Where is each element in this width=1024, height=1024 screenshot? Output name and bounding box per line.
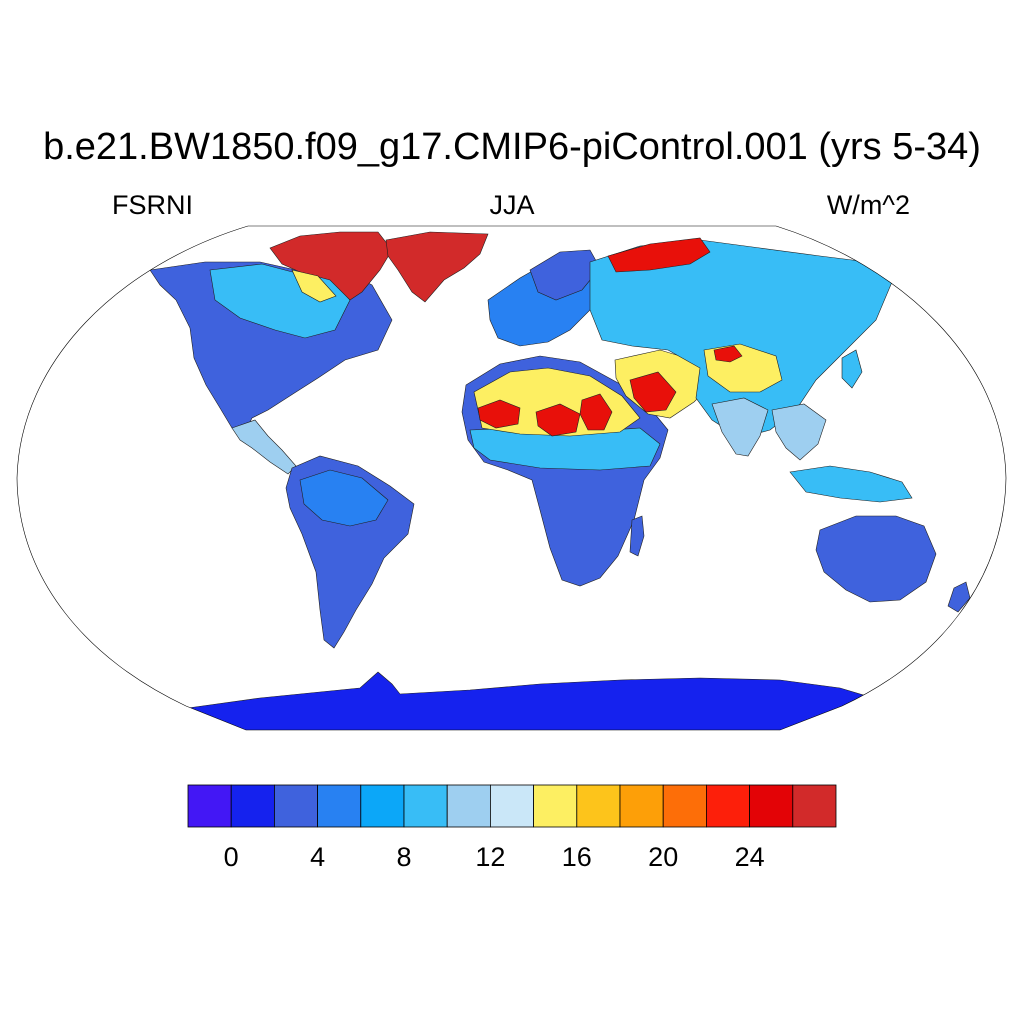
- colorbar-box: [792, 784, 837, 828]
- land-southeast-asia: [771, 403, 827, 461]
- colorbar-tick-labels: 0 4 8 12 16 20 24: [224, 842, 765, 872]
- land-greenland: [385, 231, 489, 303]
- variable-label: FSRNI: [112, 190, 193, 220]
- land-india: [711, 397, 769, 457]
- colorbar-tick-label: 0: [224, 842, 239, 872]
- colorbar-box: [576, 784, 621, 828]
- colorbar-tick-label: 8: [396, 842, 411, 872]
- map-outline: [16, 225, 1007, 731]
- land-sahara-red-east: [579, 393, 613, 431]
- land-sahara-red-west: [477, 399, 521, 429]
- land-madagascar: [629, 515, 645, 557]
- season-label: JJA: [489, 190, 535, 220]
- land-indonesia: [789, 465, 913, 503]
- plot-title: b.e21.BW1850.f09_g17.CMIP6-piControl.001…: [43, 126, 981, 168]
- colorbar-tick-label: 16: [562, 842, 592, 872]
- colorbar-tick-label: 12: [475, 842, 505, 872]
- land-sahara-red-central: [535, 403, 581, 437]
- map-land-layer: [119, 231, 971, 730]
- land-arabia-red: [629, 371, 677, 413]
- land-siberia-red: [607, 237, 711, 273]
- colorbar-box: [403, 784, 448, 828]
- colorbar-box: [273, 784, 318, 828]
- land-arctic-archipelago: [269, 231, 393, 301]
- colorbar-box: [662, 784, 707, 828]
- colorbar-box: [446, 784, 491, 828]
- colorbar-boxes: [187, 784, 837, 828]
- land-japan: [841, 349, 863, 389]
- colorbar-box: [489, 784, 534, 828]
- land-antarctica: [119, 671, 901, 730]
- colorbar-box: [619, 784, 664, 828]
- land-hudson-strait: [291, 269, 337, 303]
- colorbar-tick-label: 20: [648, 842, 678, 872]
- land-australia: [815, 515, 937, 603]
- colorbar-box: [230, 784, 275, 828]
- colorbar-box: [317, 784, 362, 828]
- land-new-zealand: [947, 581, 971, 613]
- colorbar-tick-label: 24: [735, 842, 765, 872]
- units-label: W/m^2: [826, 190, 910, 220]
- colorbar-box: [706, 784, 751, 828]
- land-central-asia-red: [713, 345, 743, 363]
- colorbar-box: [533, 784, 578, 828]
- land-south-america-blue: [299, 469, 389, 527]
- colorbar-box: [360, 784, 405, 828]
- colorbar-tick-label: 4: [310, 842, 325, 872]
- colorbar-box: [187, 784, 232, 828]
- colorbar-box: [749, 784, 794, 828]
